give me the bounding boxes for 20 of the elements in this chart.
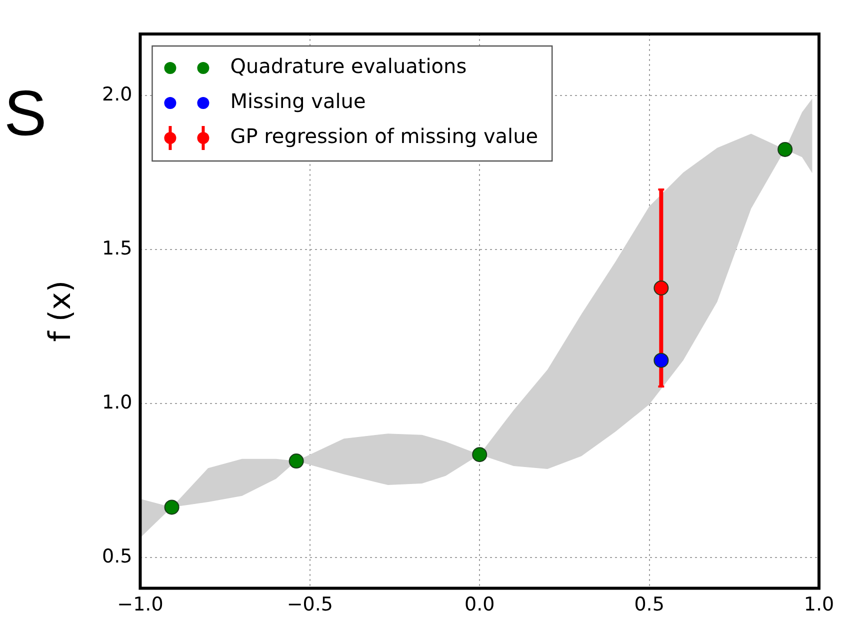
- point: [288, 454, 304, 469]
- text: S: [4, 77, 47, 149]
- x-tick-label: 0.0: [464, 594, 495, 616]
- y-axis-title: f (x): [42, 280, 78, 342]
- x-tick-label: 1.0: [804, 594, 834, 616]
- y-tick-label: 2.0: [102, 84, 132, 106]
- y-tick-label: 1.5: [102, 237, 132, 260]
- point: [654, 280, 669, 296]
- point: [778, 142, 793, 157]
- point: [164, 500, 180, 515]
- legend-label: Missing value: [230, 89, 366, 114]
- x-tick-label: −0.5: [286, 594, 333, 616]
- y-tick-label: 0.5: [102, 545, 132, 568]
- legend-label: Quadrature evaluations: [230, 54, 467, 78]
- point: [472, 447, 488, 462]
- x-tick-label: 0.5: [634, 594, 664, 616]
- legend-label: GP regression of missing value: [230, 124, 538, 148]
- point: [654, 352, 669, 368]
- y-tick-label: 1.0: [102, 391, 132, 414]
- x-tick-label: −1.0: [117, 594, 164, 616]
